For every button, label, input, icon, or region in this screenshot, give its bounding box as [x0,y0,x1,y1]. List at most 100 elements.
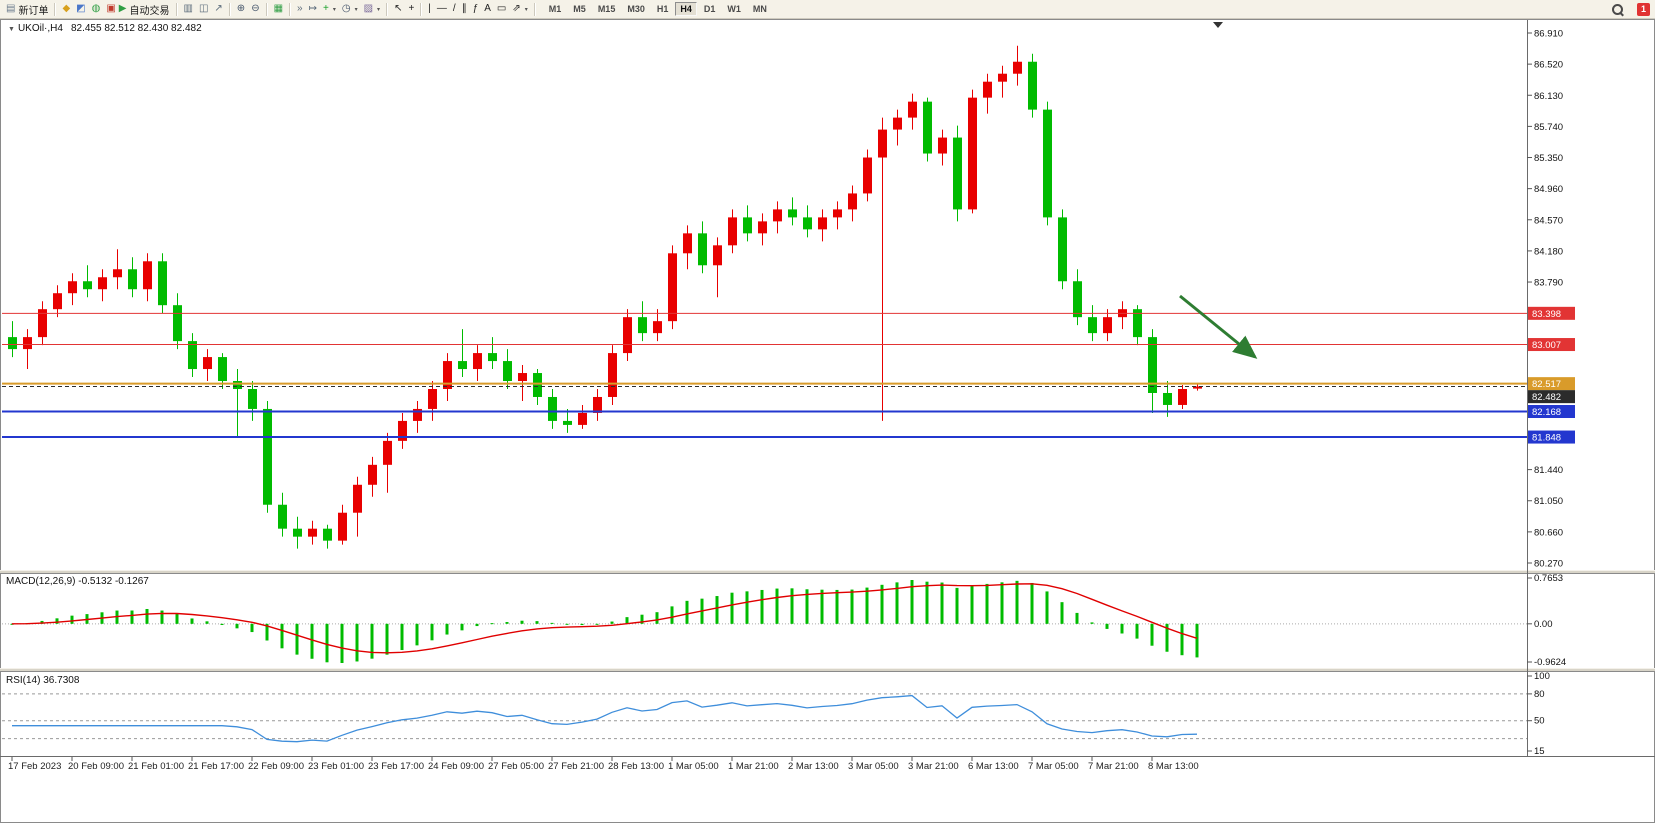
notification-badge[interactable]: 1 [1637,3,1650,16]
metaeditor-button[interactable]: ◆ [59,1,73,18]
svg-text:6 Mar 13:00: 6 Mar 13:00 [968,761,1019,772]
timeframe-d1-button[interactable]: D1 [703,4,716,14]
shapes-button[interactable]: ▭ [494,1,509,18]
fibonacci-button[interactable]: ƒ [470,1,482,18]
arrow-object-icon: ⇗ [512,3,521,14]
tile-windows-button[interactable]: ▦ [271,1,286,18]
svg-text:1 Mar 21:00: 1 Mar 21:00 [728,761,779,772]
candle-body [548,396,557,421]
candle-body [38,309,47,338]
community-button[interactable]: ◍ [89,1,104,18]
shapes-icon: ▭ [496,3,507,14]
candle-body [653,321,662,334]
candle-body [743,217,752,234]
timeframe-w1-button[interactable]: W1 [727,4,741,14]
bar-chart-button[interactable]: ▥ [181,1,196,18]
chart-shift-button[interactable]: ↦ [306,1,320,18]
vertical-line-button[interactable]: | [425,1,434,18]
svg-text:21 Feb 17:00: 21 Feb 17:00 [188,761,244,772]
search-icon[interactable] [1612,4,1625,17]
periods-button[interactable]: ◷ ▾ [339,1,361,18]
candle-body [608,353,617,397]
zoom-in-button[interactable]: ⊕ [234,1,248,18]
svg-text:17 Feb 2023: 17 Feb 2023 [8,761,61,772]
rsi-line [12,694,1198,743]
candle-body [773,209,782,222]
trendline-button[interactable]: / [450,1,459,18]
auto-scroll-icon: » [297,3,303,14]
pane-separator[interactable] [0,570,1655,574]
candle-body [143,261,152,290]
timeframe-m30-button[interactable]: M30 [627,4,645,14]
arrows-button[interactable]: ⇗ ▾ [509,1,530,18]
candle-body [728,217,737,246]
new-order-button-label: 新订单 [18,5,49,17]
candle-body [923,101,932,154]
candle-body [98,277,107,290]
candle-body [833,209,842,218]
auto-scroll-button[interactable]: » [294,1,306,18]
svg-text:27 Feb 21:00: 27 Feb 21:00 [548,761,604,772]
horizontal-line-button[interactable]: — [434,1,450,18]
price-axis[interactable]: 86.910 86.520 86.130 85.740 85.350 84.960 84.5… [1527,29,1575,570]
candle-body [488,353,497,362]
svg-text:27 Feb 05:00: 27 Feb 05:00 [488,761,544,772]
time-axis[interactable]: 17 Feb 2023 20 Feb 09:00 21 Feb 01:00 21 Fe… [8,757,1199,772]
candlestick-chart-button[interactable]: ◫ [196,1,211,18]
timeframe-h1-button[interactable]: H1 [656,4,669,14]
timeframe-mn-button[interactable]: MN [752,4,767,14]
indicators-button[interactable]: + ▾ [320,1,339,18]
candle-body [788,209,797,218]
candle-body [383,440,392,465]
trend-arrow-annotation[interactable] [1179,294,1258,359]
candle-body [908,101,917,118]
collapse-triangle-icon[interactable]: ▼ [8,26,15,33]
candle-body [803,217,812,230]
candle-body [1133,309,1142,338]
svg-text:84.960: 84.960 [1534,184,1563,195]
candle-body [203,357,212,370]
text-button[interactable]: A [481,1,494,18]
timeframe-m1-button[interactable]: M1 [548,4,562,14]
svg-text:23 Feb 01:00: 23 Feb 01:00 [308,761,364,772]
bar-chart-icon: ▥ [183,3,193,14]
rsi-indicator-label: RSI(14) 36.7308 [6,675,80,686]
svg-text:7 Mar 05:00: 7 Mar 05:00 [1028,761,1079,772]
svg-text:82.168: 82.168 [1532,407,1561,418]
chart-ohlc-values: 82.455 82.512 82.430 82.482 [70,23,202,34]
candle-body [983,81,992,98]
new-order-button[interactable]: ▤ 新订单 [3,1,51,18]
pane-separator[interactable] [0,668,1655,672]
svg-text:85.350: 85.350 [1534,153,1563,164]
candle-body [968,97,977,210]
candle-body [53,293,62,310]
autotrading-button[interactable]: ▣ ▶ 自动交易 [103,1,172,18]
svg-text:80: 80 [1534,689,1545,700]
cursor-arrow-icon: ↖ [394,3,403,14]
svg-text:23 Feb 17:00: 23 Feb 17:00 [368,761,424,772]
timeframe-h4-button[interactable]: H4 [675,2,697,16]
line-chart-button[interactable]: ↗ [211,1,225,18]
crosshair-button[interactable]: + [405,1,417,18]
cursor-button[interactable]: ↖ [391,1,405,18]
zoom-out-button[interactable]: ⊖ [248,1,262,18]
templates-button[interactable]: ▨ ▾ [361,1,383,18]
candle-body [188,341,197,370]
timeframe-m15-button[interactable]: M15 [597,4,616,14]
candle-body [428,388,437,409]
accounts-button[interactable]: ◩ [73,1,88,18]
svg-text:22 Feb 09:00: 22 Feb 09:00 [248,761,304,772]
candle-body [398,420,407,441]
line-chart-icon: ↗ [214,3,223,14]
chart-template-icon: ▨ [363,3,374,14]
candle-body [1013,61,1022,74]
toolbar-separator [54,2,57,16]
chart-shift-marker[interactable] [1213,22,1223,28]
timeframe-m5-button[interactable]: M5 [573,4,586,14]
signal-icon: ◍ [91,3,101,14]
channel-button[interactable]: ∥ [459,1,470,18]
toolbar-separator [420,2,423,16]
candle-body [1148,337,1157,393]
